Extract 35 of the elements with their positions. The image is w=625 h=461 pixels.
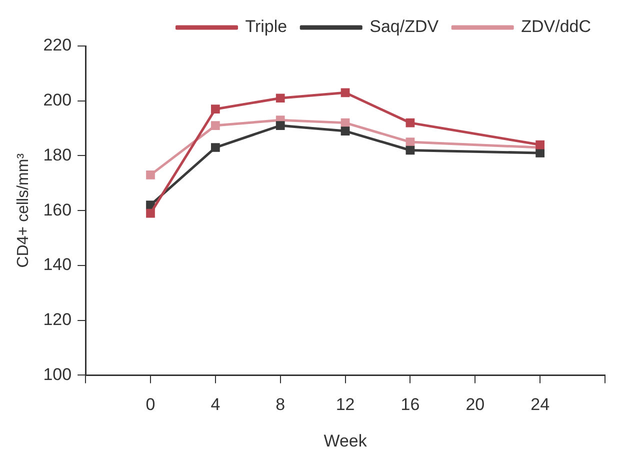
y-tick-label: 160 xyxy=(43,200,72,220)
y-tick-label: 180 xyxy=(43,145,72,164)
y-tick-label: 100 xyxy=(43,364,72,384)
point xyxy=(340,118,350,128)
point xyxy=(340,126,350,136)
x-tick-label: 12 xyxy=(336,395,355,414)
legend-label: ZDV/ddC xyxy=(521,17,592,36)
point xyxy=(406,146,415,155)
point xyxy=(536,148,545,158)
x-axis-title: Week xyxy=(324,431,368,450)
point xyxy=(406,138,415,146)
point xyxy=(276,121,285,130)
point xyxy=(210,143,220,152)
point xyxy=(276,94,285,103)
y-tick-label: 200 xyxy=(43,90,72,110)
x-tick-label: 20 xyxy=(466,395,485,414)
y-axis-title: CD4+ cells/mm³ xyxy=(15,152,32,268)
x-tick-label: 16 xyxy=(400,395,420,414)
point xyxy=(406,118,415,128)
point xyxy=(536,140,545,150)
point xyxy=(340,88,350,98)
y-tick-label: 140 xyxy=(43,255,72,274)
x-tick-label: 0 xyxy=(146,395,156,414)
legend-label: Saq/ZDV xyxy=(370,17,440,36)
point xyxy=(210,121,220,130)
y-tick-label: 220 xyxy=(43,36,72,55)
point xyxy=(146,208,155,218)
x-tick-label: 4 xyxy=(210,395,220,414)
point xyxy=(146,170,155,180)
y-tick-label: 120 xyxy=(43,310,72,330)
x-tick-label: 24 xyxy=(530,395,550,414)
point xyxy=(210,104,220,114)
point xyxy=(146,200,155,210)
x-tick-label: 8 xyxy=(276,395,286,414)
legend-label: Triple xyxy=(245,17,288,36)
